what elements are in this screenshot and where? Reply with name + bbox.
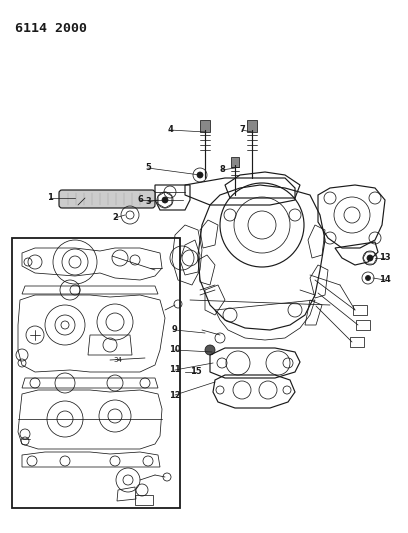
Text: 34: 34: [113, 357, 122, 363]
Circle shape: [367, 255, 373, 261]
Bar: [353, 305, 367, 315]
Bar: [356, 320, 370, 330]
Bar: [350, 337, 364, 347]
Text: 5: 5: [145, 164, 151, 173]
Text: 1: 1: [47, 193, 53, 203]
Bar: [247, 120, 257, 132]
Text: 7: 7: [239, 125, 245, 134]
Text: 14: 14: [379, 276, 391, 285]
Text: 12: 12: [169, 391, 181, 400]
FancyBboxPatch shape: [59, 190, 155, 208]
Bar: [200, 120, 210, 132]
Text: 10: 10: [169, 345, 181, 354]
Text: 13: 13: [379, 254, 391, 262]
Text: 11: 11: [169, 366, 181, 375]
Text: 2: 2: [112, 214, 118, 222]
Circle shape: [162, 197, 168, 203]
Bar: [231, 157, 239, 167]
Text: 8: 8: [219, 166, 225, 174]
Text: 6114 2000: 6114 2000: [15, 22, 87, 35]
Text: 3: 3: [145, 198, 151, 206]
Circle shape: [205, 345, 215, 355]
Text: 6: 6: [137, 196, 143, 205]
Circle shape: [366, 276, 370, 280]
Text: 15: 15: [190, 367, 202, 376]
Bar: [12, 238, 180, 508]
Text: 9: 9: [172, 326, 178, 335]
Text: 4: 4: [167, 125, 173, 134]
Circle shape: [197, 172, 203, 178]
Bar: [135, 495, 153, 505]
